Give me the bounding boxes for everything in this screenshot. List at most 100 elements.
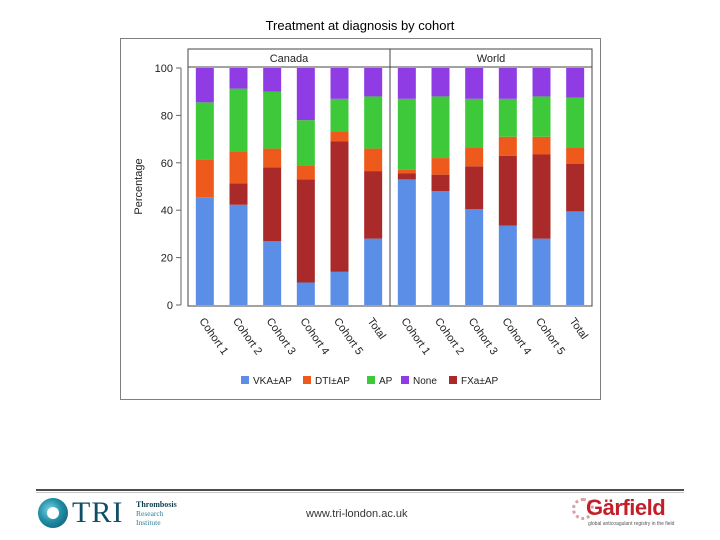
garfield-wordmark: Gärfield: [586, 495, 666, 520]
bar-segment: [566, 97, 585, 148]
footer-divider: [36, 489, 684, 491]
bar-segment: [263, 167, 282, 242]
bar-segment: [364, 96, 383, 149]
bar-segment: [296, 282, 315, 305]
bar-segment: [431, 68, 450, 97]
tri-subtitle-line3: Institute: [136, 518, 161, 527]
bar-segment: [296, 165, 315, 180]
category-tick-label: Cohort 3: [264, 316, 298, 357]
garfield-swirl-icon: [572, 498, 594, 520]
legend-label: FXa±AP: [461, 376, 498, 387]
bar-segment: [465, 98, 484, 148]
legend-swatch: [367, 376, 375, 384]
category-tick-label: Cohort 1: [398, 316, 432, 357]
bar-segment: [229, 88, 248, 152]
bar-segment: [229, 183, 248, 205]
bar-segment: [330, 68, 349, 99]
panel-title: Canada: [270, 53, 309, 65]
panel-frame: [389, 48, 593, 307]
bar-segment: [465, 166, 484, 210]
y-tick-label: 60: [161, 158, 173, 170]
garfield-tagline: global anticoagulant registry in the fie…: [588, 521, 675, 527]
bar-segment: [532, 154, 551, 239]
y-tick-label: 20: [161, 253, 173, 265]
legend-swatch: [303, 376, 311, 384]
bar-segment: [296, 68, 315, 121]
bar-segment: [263, 68, 282, 92]
y-tick-label: 100: [155, 63, 173, 75]
category-tick-label: Cohort 3: [466, 316, 500, 357]
bar-segment: [532, 68, 551, 97]
bar-segment: [229, 204, 248, 305]
y-axis-label: Percentage: [133, 158, 145, 214]
bar-segment: [498, 98, 517, 137]
garfield-logo: Gärfield global anticoagulant registry i…: [572, 496, 686, 532]
bar-segment: [566, 147, 585, 164]
tri-logo: TRI Thrombosis Research Institute: [38, 496, 188, 532]
footer-divider-light: [36, 492, 684, 493]
legend-swatch: [449, 376, 457, 384]
bar-segment: [263, 91, 282, 149]
legend-swatch: [401, 376, 409, 384]
category-tick-label: Cohort 2: [230, 316, 264, 357]
bar-segment: [465, 147, 484, 167]
bar-segment: [364, 238, 383, 305]
bar-segment: [532, 96, 551, 137]
bar-segment: [566, 68, 585, 98]
bar-segment: [498, 136, 517, 156]
category-tick-label: Cohort 2: [432, 316, 466, 357]
bar-segment: [195, 102, 214, 160]
bar-segment: [431, 158, 450, 175]
bar-segment: [397, 98, 416, 170]
bar-segment: [330, 98, 349, 132]
bar-segment: [330, 141, 349, 272]
bar-segment: [566, 211, 585, 305]
bar-segment: [431, 96, 450, 159]
bar-segment: [465, 68, 484, 99]
category-tick-label: Cohort 4: [297, 316, 331, 357]
bar-segment: [229, 151, 248, 184]
bar-segment: [498, 225, 517, 305]
category-tick-label: Total: [365, 316, 388, 342]
bar-segment: [397, 169, 416, 174]
legend-label: DTI±AP: [315, 376, 350, 387]
chart-frame: 0 20 40 60 80 100 Percentage Canada Cohort 1 Coho…: [120, 38, 601, 400]
bar-segment: [397, 173, 416, 180]
bar-segment: [229, 68, 248, 89]
y-tick-label: 80: [161, 110, 173, 122]
bar-segment: [195, 68, 214, 103]
bar-segment: [397, 179, 416, 305]
bar-segment: [330, 271, 349, 305]
y-tick-label: 40: [161, 205, 173, 217]
category-tick-label: Cohort 4: [499, 316, 533, 357]
tri-subtitle-line2: Research: [136, 509, 164, 518]
y-tick-label: 0: [167, 300, 173, 312]
bar-segment: [263, 241, 282, 305]
bar-segment: [498, 68, 517, 99]
legend-swatch: [241, 376, 249, 384]
tri-subtitle-line1: Thrombosis: [136, 500, 177, 509]
bar-segment: [532, 136, 551, 155]
legend-label: AP: [379, 376, 393, 387]
legend-label: VKA±AP: [253, 376, 292, 387]
tri-wordmark: TRI: [72, 496, 124, 529]
panel-title: World: [477, 53, 506, 65]
bar-segment: [532, 238, 551, 305]
bar-segment: [263, 148, 282, 168]
tri-subtitle: Thrombosis Research Institute: [136, 500, 177, 527]
bar-segment: [498, 155, 517, 226]
bar-segment: [566, 163, 585, 212]
bar-segment: [330, 131, 349, 142]
bar-segment: [195, 197, 214, 305]
bar-segment: [364, 148, 383, 172]
bar-segment: [431, 191, 450, 305]
bar-segment: [397, 68, 416, 99]
bar-segment: [364, 68, 383, 97]
bar-segment: [465, 209, 484, 305]
bar-segment: [296, 179, 315, 283]
bar-segment: [431, 174, 450, 192]
tri-logo-icon: [38, 498, 68, 528]
category-tick-label: Cohort 1: [196, 316, 230, 357]
category-tick-label: Cohort 5: [533, 316, 567, 357]
